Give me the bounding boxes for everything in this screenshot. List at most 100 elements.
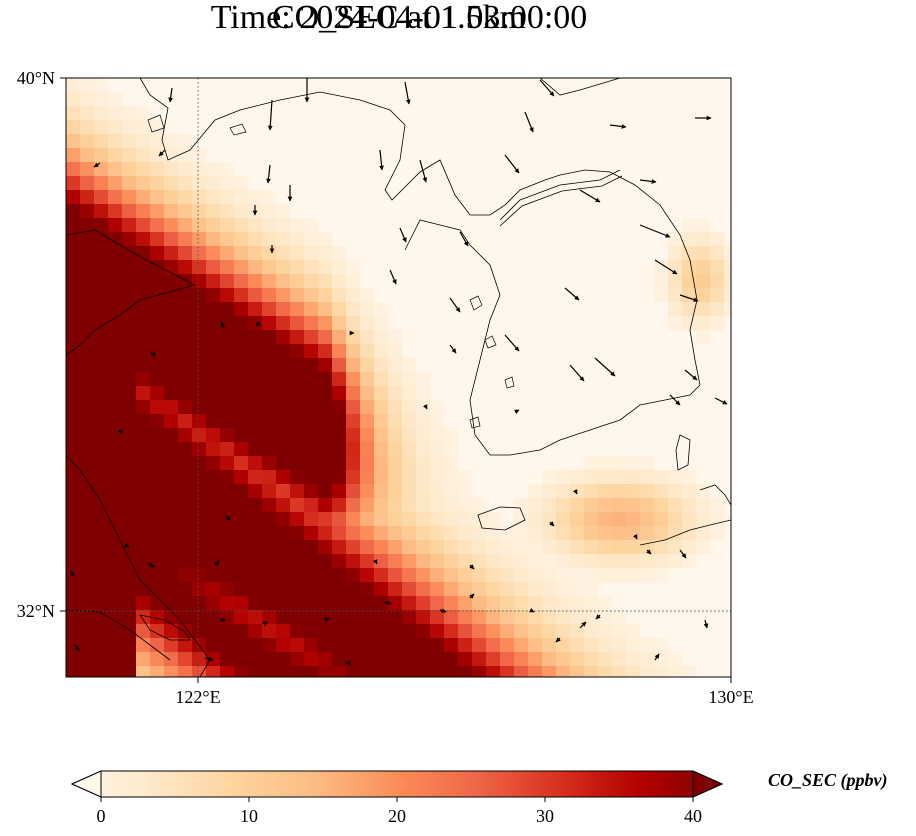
field-cell bbox=[234, 232, 249, 247]
field-cell bbox=[80, 582, 95, 597]
wind-arrow bbox=[632, 534, 638, 540]
field-cell bbox=[150, 414, 165, 429]
field-cell bbox=[66, 400, 81, 415]
field-cell bbox=[122, 582, 137, 597]
field-cell bbox=[696, 512, 711, 527]
field-cell bbox=[94, 288, 109, 303]
field-cell bbox=[430, 568, 445, 583]
field-cell bbox=[66, 288, 81, 303]
field-cell bbox=[444, 554, 459, 569]
field-cell bbox=[136, 554, 151, 569]
colorbar-tick-40: 40 bbox=[684, 806, 702, 826]
field-cell bbox=[248, 246, 263, 261]
field-cell bbox=[514, 526, 529, 541]
field-cell bbox=[136, 484, 151, 499]
field-cell bbox=[94, 78, 109, 93]
field-cell bbox=[346, 330, 361, 345]
field-cell bbox=[136, 344, 151, 359]
field-cell bbox=[94, 344, 109, 359]
field-cell bbox=[220, 428, 235, 443]
field-cell bbox=[164, 512, 179, 527]
field-cell bbox=[276, 596, 291, 611]
field-cell bbox=[542, 610, 557, 625]
field-cell bbox=[150, 596, 165, 611]
wind-arrow bbox=[422, 404, 428, 410]
field-cell bbox=[248, 554, 263, 569]
field-cell bbox=[206, 638, 221, 653]
field-cell bbox=[234, 666, 249, 677]
field-cell bbox=[248, 512, 263, 527]
field-cell bbox=[206, 358, 221, 373]
field-cell bbox=[360, 456, 375, 471]
field-cell bbox=[276, 554, 291, 569]
field-cell bbox=[430, 526, 445, 541]
field-cell bbox=[94, 358, 109, 373]
field-cell bbox=[122, 386, 137, 401]
field-cell bbox=[220, 666, 235, 677]
field-cell bbox=[710, 302, 725, 317]
colorbar-extend-high bbox=[692, 770, 724, 798]
field-cell bbox=[500, 610, 515, 625]
field-cell bbox=[360, 526, 375, 541]
field-cell bbox=[192, 260, 207, 275]
field-cell bbox=[360, 288, 375, 303]
field-cell bbox=[542, 624, 557, 639]
field-cell bbox=[682, 302, 697, 317]
field-cell bbox=[136, 568, 151, 583]
field-cell bbox=[374, 414, 389, 429]
field-cell bbox=[304, 582, 319, 597]
field-cell bbox=[178, 148, 193, 163]
field-cell bbox=[136, 400, 151, 415]
field-cell bbox=[164, 666, 179, 677]
field-cell bbox=[626, 568, 641, 583]
field-cell bbox=[290, 274, 305, 289]
field-cell bbox=[164, 428, 179, 443]
field-cell bbox=[108, 288, 123, 303]
field-cell bbox=[528, 554, 543, 569]
field-cell bbox=[108, 652, 123, 667]
field-cell bbox=[290, 330, 305, 345]
field-cell bbox=[122, 512, 137, 527]
field-cell bbox=[122, 414, 137, 429]
field-cell bbox=[206, 204, 221, 219]
field-cell bbox=[136, 316, 151, 331]
field-cell bbox=[122, 652, 137, 667]
field-cell bbox=[584, 638, 599, 653]
field-cell bbox=[528, 512, 543, 527]
field-cell bbox=[332, 400, 347, 415]
field-cell bbox=[332, 330, 347, 345]
field-cell bbox=[122, 554, 137, 569]
field-cell bbox=[108, 120, 123, 135]
field-cell bbox=[626, 554, 641, 569]
field-cell bbox=[178, 470, 193, 485]
field-cell bbox=[262, 204, 277, 219]
field-cell bbox=[80, 232, 95, 247]
field-cell bbox=[276, 204, 291, 219]
field-cell bbox=[318, 386, 333, 401]
field-cell bbox=[94, 568, 109, 583]
field-cell bbox=[80, 274, 95, 289]
field-cell bbox=[388, 498, 403, 513]
field-cell bbox=[584, 526, 599, 541]
field-cell bbox=[626, 638, 641, 653]
field-cell bbox=[108, 484, 123, 499]
field-cell bbox=[570, 638, 585, 653]
field-cell bbox=[150, 526, 165, 541]
field-cell bbox=[262, 316, 277, 331]
field-cell bbox=[262, 512, 277, 527]
field-cell bbox=[570, 596, 585, 611]
field-cell bbox=[528, 498, 543, 513]
field-cell bbox=[136, 260, 151, 275]
field-cell bbox=[234, 456, 249, 471]
field-cell bbox=[248, 190, 263, 205]
field-cell bbox=[164, 372, 179, 387]
field-cell bbox=[388, 624, 403, 639]
field-cell bbox=[66, 512, 81, 527]
field-cell bbox=[234, 372, 249, 387]
field-cell bbox=[724, 302, 731, 317]
field-cell bbox=[374, 624, 389, 639]
field-cell bbox=[248, 288, 263, 303]
field-cell bbox=[150, 330, 165, 345]
wind-arrow bbox=[504, 154, 520, 174]
field-cell bbox=[304, 610, 319, 625]
